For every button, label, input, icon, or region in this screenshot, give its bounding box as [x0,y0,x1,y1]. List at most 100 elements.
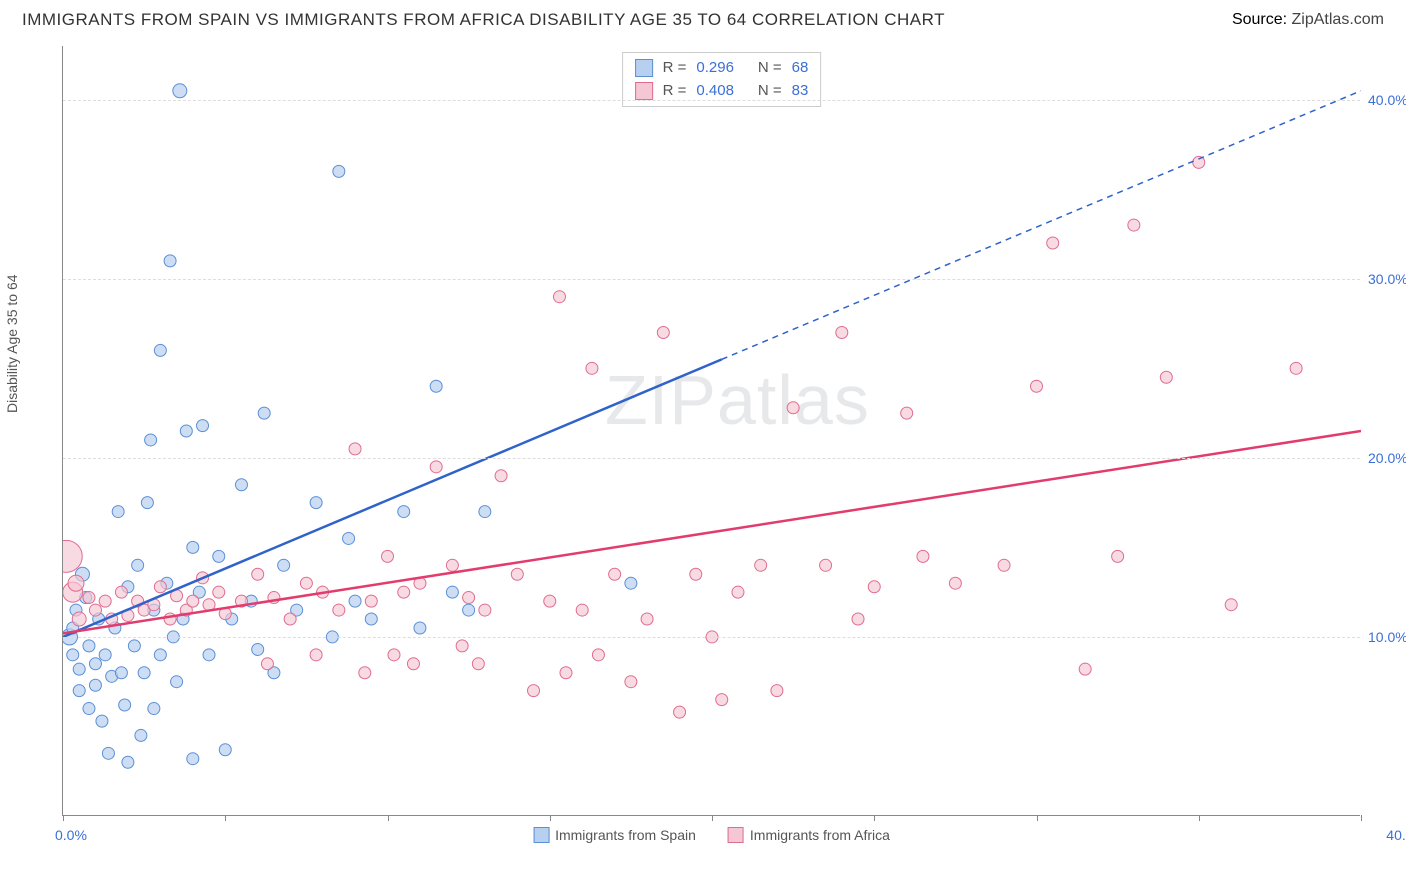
scatter-point [625,676,637,688]
scatter-point [1047,237,1059,249]
scatter-point [1225,599,1237,611]
scatter-point [1112,550,1124,562]
legend-r-value: 0.408 [696,80,734,103]
legend-r-label: R = [663,80,687,103]
x-tick-mark [874,815,875,821]
scatter-point [479,506,491,518]
legend-n-label: N = [758,80,782,103]
scatter-point [472,658,484,670]
gridline [63,279,1360,280]
scatter-point [102,747,114,759]
scatter-point [398,506,410,518]
scatter-point [154,649,166,661]
scatter-point [868,581,880,593]
scatter-point [609,568,621,580]
legend-n-value: 68 [792,57,809,80]
scatter-point [1031,380,1043,392]
scatter-point [343,532,355,544]
scatter-point [278,559,290,571]
trend-line [63,431,1361,633]
trend-line [63,359,722,637]
scatter-point [213,550,225,562]
x-tick-mark [1037,815,1038,821]
scatter-point [771,685,783,697]
scatter-point [901,407,913,419]
y-tick-label: 40.0% [1368,92,1406,108]
scatter-point [89,604,101,616]
scatter-point [187,541,199,553]
legend-swatch [728,827,744,843]
scatter-point [732,586,744,598]
chart-title: IMMIGRANTS FROM SPAIN VS IMMIGRANTS FROM… [22,10,945,30]
scatter-point [128,640,140,652]
series-legend: Immigrants from SpainImmigrants from Afr… [533,827,890,843]
scatter-point [72,612,86,626]
scatter-point [135,729,147,741]
scatter-point [836,327,848,339]
scatter-point [641,613,653,625]
scatter-point [89,679,101,691]
scatter-point [359,667,371,679]
scatter-point [1079,663,1091,675]
scatter-point [576,604,588,616]
scatter-point [716,694,728,706]
legend-r-label: R = [663,57,687,80]
scatter-point [115,667,127,679]
x-tick-mark [388,815,389,821]
scatter-point [68,575,84,591]
scatter-point [83,640,95,652]
scatter-point [820,559,832,571]
scatter-point [998,559,1010,571]
scatter-point [657,327,669,339]
scatter-point [446,586,458,598]
scatter-point [300,577,312,589]
scatter-point [310,649,322,661]
scatter-point [96,715,108,727]
scatter-point [511,568,523,580]
x-tick-mark [1361,815,1362,821]
scatter-point [398,586,410,598]
x-tick-mark [225,815,226,821]
scatter-point [787,402,799,414]
scatter-point [112,506,124,518]
legend-swatch [533,827,549,843]
scatter-point [349,595,361,607]
scatter-point [528,685,540,697]
legend-n-label: N = [758,57,782,80]
scatter-point [148,703,160,715]
source-prefix: Source: [1232,11,1292,28]
scatter-point [115,586,127,598]
x-tick-mark [712,815,713,821]
legend-label: Immigrants from Spain [555,827,696,843]
scatter-point [258,407,270,419]
scatter-point [173,84,187,98]
source-attribution: Source: ZipAtlas.com [1232,11,1384,29]
gridline [63,637,1360,638]
legend-r-value: 0.296 [696,57,734,80]
scatter-point [495,470,507,482]
x-axis-max-label: 40.0% [1386,827,1406,843]
scatter-point [83,592,95,604]
source-link[interactable]: ZipAtlas.com [1292,11,1384,28]
legend-swatch [635,82,653,100]
scatter-point [333,604,345,616]
scatter-point [203,649,215,661]
scatter-point [213,586,225,598]
scatter-point [141,497,153,509]
scatter-point [430,461,442,473]
legend-n-value: 83 [792,80,809,103]
scatter-point [284,613,296,625]
scatter-point [187,753,199,765]
x-tick-mark [1199,815,1200,821]
scatter-point [99,649,111,661]
scatter-point [949,577,961,589]
scatter-point [446,559,458,571]
scatter-point [430,380,442,392]
scatter-svg [63,46,1361,816]
scatter-point [252,643,264,655]
gridline [63,458,1360,459]
scatter-point [310,497,322,509]
scatter-point [261,658,273,670]
scatter-point [119,699,131,711]
scatter-point [407,658,419,670]
